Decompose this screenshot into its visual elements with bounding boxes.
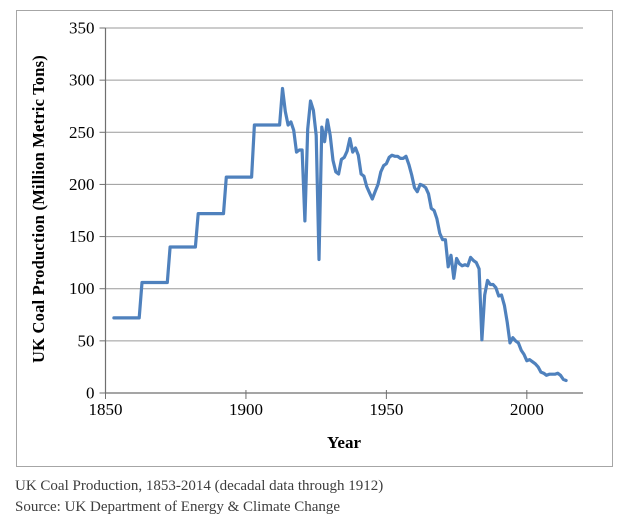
y-tick-label-100: 100 [69, 279, 95, 298]
x-tick-label-1850: 1850 [89, 400, 123, 419]
y-axis-title: UK Coal Production (Million Metric Tons) [29, 55, 48, 363]
x-tick-label-1950: 1950 [369, 400, 403, 419]
y-tick-label-200: 200 [69, 175, 95, 194]
y-tick-label-50: 50 [78, 331, 95, 350]
x-tick-label-2000: 2000 [510, 400, 544, 419]
plot-svg: UK Coal Production (Million Metric Tons)… [29, 19, 583, 452]
y-tick-label-0: 0 [86, 384, 95, 403]
x-tick-label-1900: 1900 [229, 400, 263, 419]
y-tick-label-300: 300 [69, 71, 95, 90]
figure-caption: UK Coal Production, 1853-2014 (decadal d… [15, 476, 383, 518]
y-tick-label-250: 250 [69, 123, 95, 142]
production-line [112, 86, 568, 383]
chart-figure: UK Coal Production (Million Metric Tons)… [16, 10, 613, 467]
y-tick-label-350: 350 [69, 19, 95, 38]
caption-title: UK Coal Production, 1853-2014 (decadal d… [15, 478, 384, 494]
x-axis-title: Year [327, 433, 361, 452]
caption-source: Source: UK Department of Energy & Climat… [15, 499, 341, 515]
y-tick-label-150: 150 [69, 227, 95, 246]
